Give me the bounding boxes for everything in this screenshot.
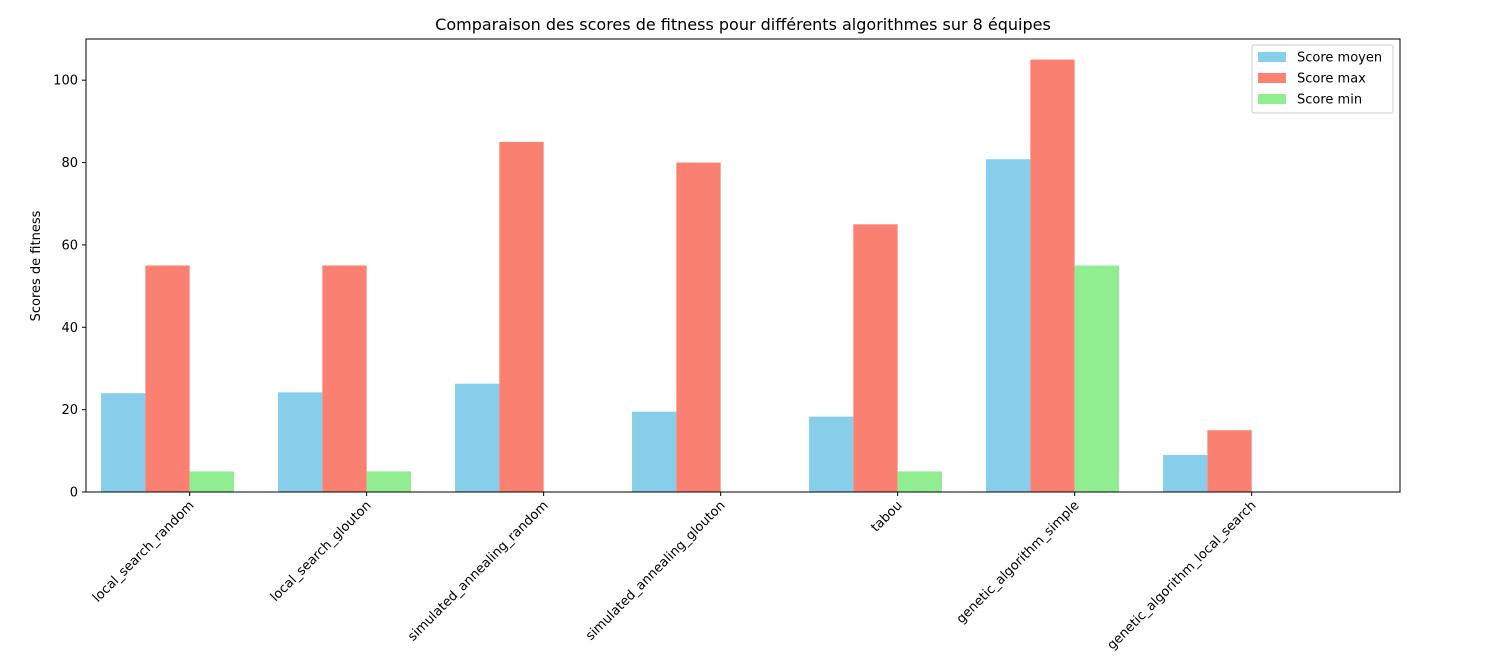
x-tick-label: local_search_random: [90, 498, 197, 605]
bar-score-max-genetic_algorithm_local_search: [1207, 430, 1252, 492]
x-tick-label: simulated_annealing_glouton: [583, 498, 728, 643]
bar-score-max-local_search_glouton: [322, 265, 367, 492]
x-tick-label: genetic_algorithm_local_search: [1105, 498, 1260, 653]
legend: Score moyen Score max Score min: [1251, 44, 1394, 114]
bar-score-min-genetic_algorithm_simple: [1074, 265, 1119, 492]
legend-box: [1251, 44, 1394, 114]
y-tick-label: 20: [61, 403, 78, 418]
legend-swatch: [1258, 73, 1286, 83]
y-tick-label: 80: [61, 156, 78, 171]
legend-label: Score max: [1297, 72, 1366, 87]
bar-score-moyen-local_search_glouton: [278, 392, 323, 492]
bar-score-min-local_search_random: [189, 471, 234, 492]
y-tick-label: 0: [70, 486, 78, 501]
plot-frame: [85, 38, 1401, 493]
legend-swatch: [1258, 52, 1286, 62]
x-tick-label: local_search_glouton: [268, 498, 375, 605]
bar-score-max-local_search_random: [145, 265, 190, 492]
bar-score-min-local_search_glouton: [366, 471, 411, 492]
y-axis-label: Scores de fitness: [29, 210, 44, 321]
chart-title: Comparaison des scores de fitness pour d…: [435, 15, 1051, 34]
y-axis-ticks: 0 20 40 60 80 100: [53, 74, 86, 501]
x-axis-ticks: local_search_random local_search_glouton s…: [90, 492, 1259, 653]
bar-score-moyen-genetic_algorithm_simple: [986, 159, 1031, 492]
bar-score-max-simulated_annealing_random: [499, 141, 544, 493]
legend-label: Score min: [1297, 93, 1362, 108]
bar-score-moyen-genetic_algorithm_local_search: [1163, 454, 1208, 492]
x-tick-label: tabou: [868, 498, 905, 535]
y-tick-label: 40: [61, 321, 78, 336]
bar-score-max-simulated_annealing_glouton: [676, 162, 721, 492]
bar-score-moyen-simulated_annealing_random: [455, 383, 500, 492]
legend-swatch: [1258, 94, 1286, 104]
bar-score-moyen-simulated_annealing_glouton: [632, 411, 677, 492]
bar-score-min-tabou: [897, 471, 942, 492]
bar-score-moyen-tabou: [809, 416, 854, 492]
bar-score-moyen-local_search_random: [101, 393, 146, 492]
bar-score-max-genetic_algorithm_simple: [1030, 59, 1075, 492]
x-tick-label: simulated_annealing_random: [405, 498, 551, 644]
y-tick-label: 60: [61, 238, 78, 253]
legend-label: Score moyen: [1297, 51, 1382, 66]
bars-group: [101, 59, 1252, 493]
x-tick-label: genetic_algorithm_simple: [954, 498, 1083, 627]
y-tick-label: 100: [53, 74, 78, 89]
bar-score-max-tabou: [853, 224, 898, 492]
